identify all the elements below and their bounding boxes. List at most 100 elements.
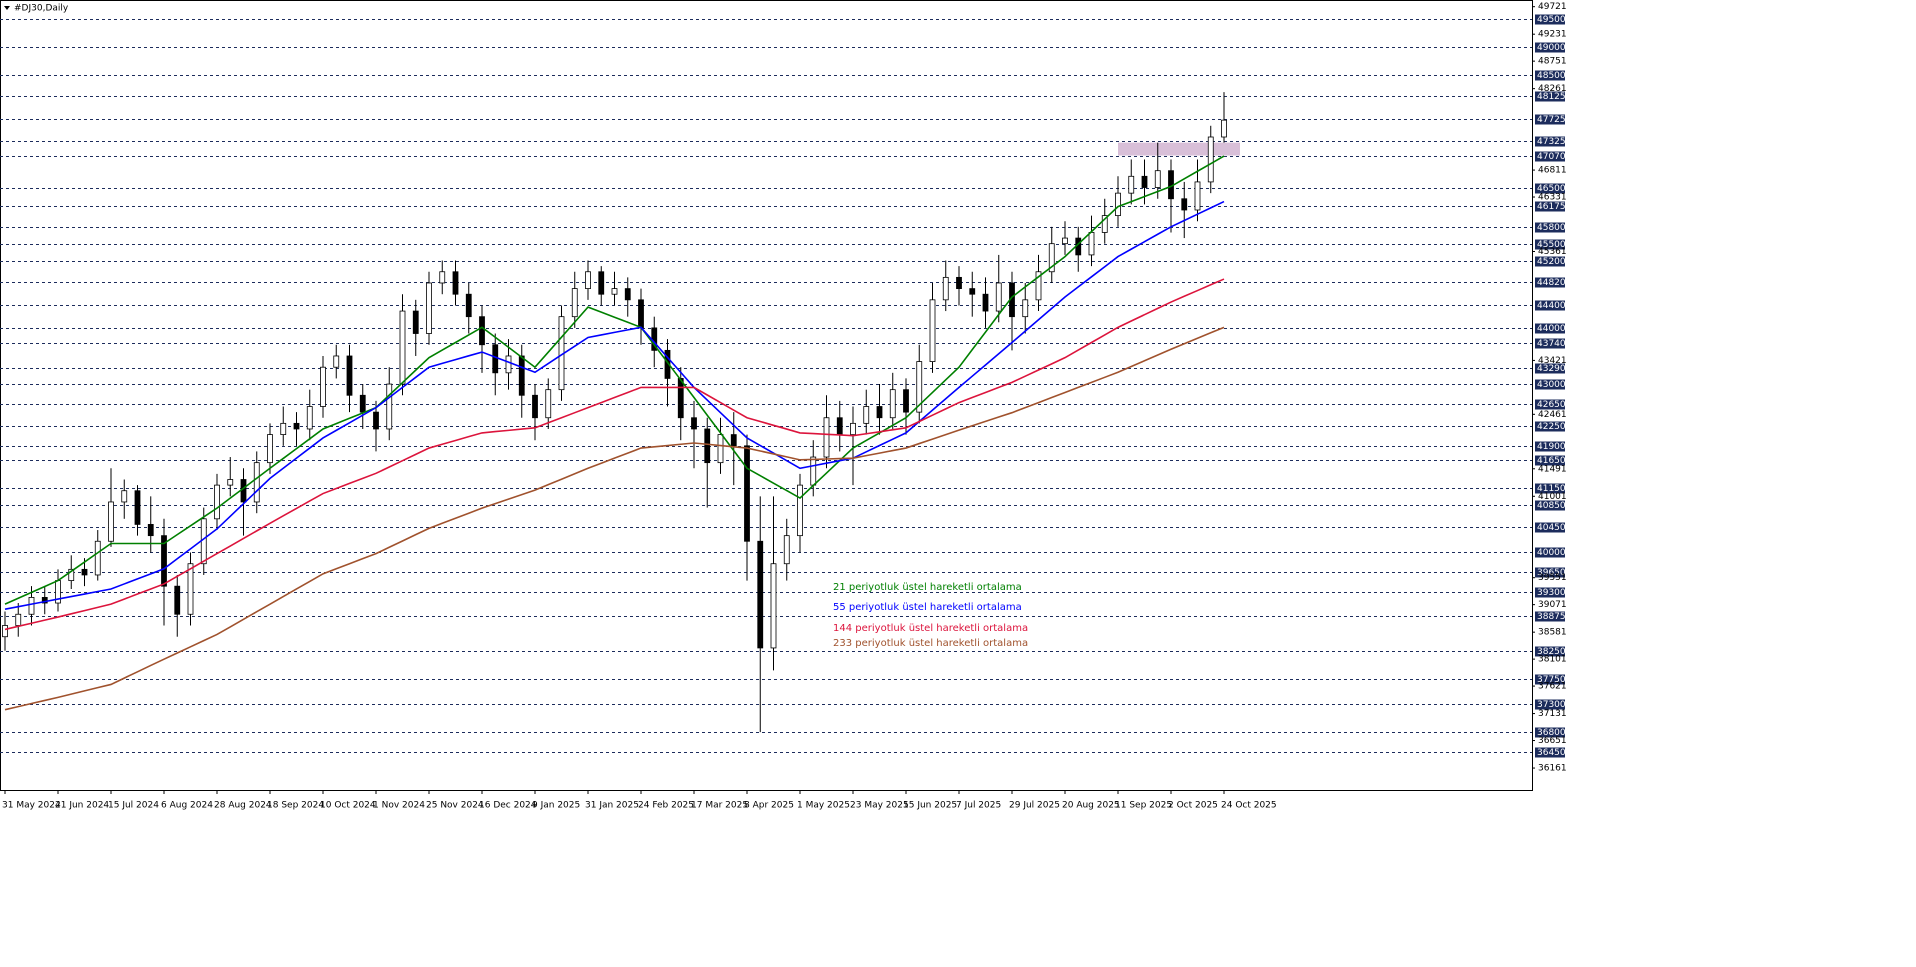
candle-body	[1154, 170, 1161, 188]
level-label-bg	[1535, 151, 1565, 162]
level-label: 42250	[1537, 422, 1566, 432]
x-tick-label: 31 Jan 2025	[585, 801, 639, 811]
level-label: 40450	[1537, 523, 1566, 533]
level-label-bg	[1535, 183, 1565, 194]
y-tick-label: 37621	[1538, 682, 1567, 692]
legend-entry: 21 periyotluk üstel hareketli ortalama	[833, 582, 1022, 593]
candle-body	[1181, 198, 1188, 211]
candle-body	[982, 293, 989, 312]
candle-body	[836, 417, 843, 435]
x-tick-label: 23 May 2025	[850, 801, 909, 811]
level-label: 49000	[1537, 43, 1566, 53]
candle-body	[969, 288, 976, 295]
candle-body	[147, 524, 154, 537]
plot-frame	[0, 0, 1533, 791]
x-tick-label: 11 Sep 2025	[1115, 801, 1172, 811]
candle-body	[134, 490, 141, 525]
level-label: 39300	[1537, 588, 1566, 598]
level-label: 44820	[1537, 278, 1566, 288]
y-tick-label: 36651	[1538, 736, 1567, 746]
y-tick-label: 39071	[1538, 600, 1567, 610]
candle-body	[545, 389, 552, 419]
level-label-bg	[1535, 483, 1565, 494]
candle-body	[532, 394, 538, 419]
level-label-bg	[1535, 727, 1565, 738]
candle-body	[41, 597, 48, 604]
level-label: 44000	[1537, 324, 1566, 334]
candle-body	[598, 271, 605, 295]
candle-body	[187, 563, 194, 615]
candle-body	[320, 366, 326, 407]
level-label: 40000	[1537, 548, 1566, 558]
candle-body	[876, 406, 883, 419]
candle-body	[94, 540, 101, 576]
candle-body	[1207, 136, 1214, 183]
y-tick-label: 41491	[1538, 464, 1567, 474]
y-tick-label: 43421	[1538, 356, 1567, 366]
level-label: 37750	[1537, 675, 1566, 685]
level-label-bg	[1535, 646, 1565, 657]
level-label-bg	[1535, 91, 1565, 102]
x-tick-label: 10 Oct 2024	[320, 801, 376, 811]
x-tick-label: 7 Jul 2025	[956, 801, 1001, 811]
y-tick-label: 41001	[1538, 492, 1567, 502]
candle-body	[730, 434, 737, 447]
x-tick-label: 6 Aug 2024	[161, 801, 213, 811]
candle-body	[306, 406, 313, 430]
x-tick-label: 16 Dec 2024	[479, 801, 537, 811]
level-label-bg	[1535, 699, 1565, 710]
level-label: 41650	[1537, 456, 1566, 466]
candle-body	[704, 428, 711, 464]
candle-body	[929, 299, 936, 362]
candle-body	[664, 349, 671, 379]
level-label-bg	[1535, 277, 1565, 288]
candle-body	[1101, 215, 1108, 233]
candle-body	[1022, 299, 1029, 318]
candle-body	[240, 479, 247, 503]
level-label-bg	[1535, 674, 1565, 685]
candle-body	[505, 355, 512, 374]
y-tick-label: 48751	[1538, 57, 1567, 67]
level-label-bg	[1535, 239, 1565, 250]
candle-body	[585, 271, 591, 289]
candle-body	[611, 288, 618, 295]
level-label-bg	[1535, 300, 1565, 311]
y-tick-label: 49721	[1538, 2, 1567, 12]
level-label-bg	[1535, 441, 1565, 452]
candle-body	[1048, 243, 1055, 273]
level-label-bg	[1535, 399, 1565, 410]
y-tick-label: 36161	[1538, 764, 1567, 774]
x-tick-label: 25 Nov 2024	[426, 801, 484, 811]
candle-body	[995, 282, 1002, 312]
x-tick-label: 1 Nov 2024	[373, 801, 425, 811]
level-label-bg	[1535, 70, 1565, 81]
level-label: 41150	[1537, 484, 1566, 494]
level-label: 39650	[1537, 568, 1566, 578]
candle-body	[465, 293, 472, 318]
level-label: 45800	[1537, 223, 1566, 233]
candle-body	[121, 490, 128, 503]
candle-body	[399, 310, 406, 385]
x-tick-label: 24 Feb 2025	[638, 801, 694, 811]
level-label-bg	[1535, 201, 1565, 212]
candle-body	[293, 422, 300, 430]
x-tick-label: 24 Oct 2025	[1221, 801, 1277, 811]
ema-line	[4, 278, 1225, 631]
candle-body	[253, 462, 260, 503]
level-label: 47325	[1537, 137, 1566, 147]
candle-body	[492, 344, 499, 374]
title-icon	[4, 6, 10, 10]
level-label: 38250	[1537, 647, 1566, 657]
y-tick-label: 37131	[1538, 709, 1567, 719]
level-label-bg	[1535, 42, 1565, 53]
legend-entry: 233 periyotluk üstel hareketli ortalama	[833, 638, 1028, 649]
candle-body	[956, 276, 962, 289]
candle-body	[373, 411, 379, 430]
level-label: 38875	[1537, 612, 1566, 622]
x-tick-label: 21 Jun 2024	[55, 801, 109, 811]
level-label-bg	[1535, 587, 1565, 598]
candle-body	[227, 479, 234, 486]
